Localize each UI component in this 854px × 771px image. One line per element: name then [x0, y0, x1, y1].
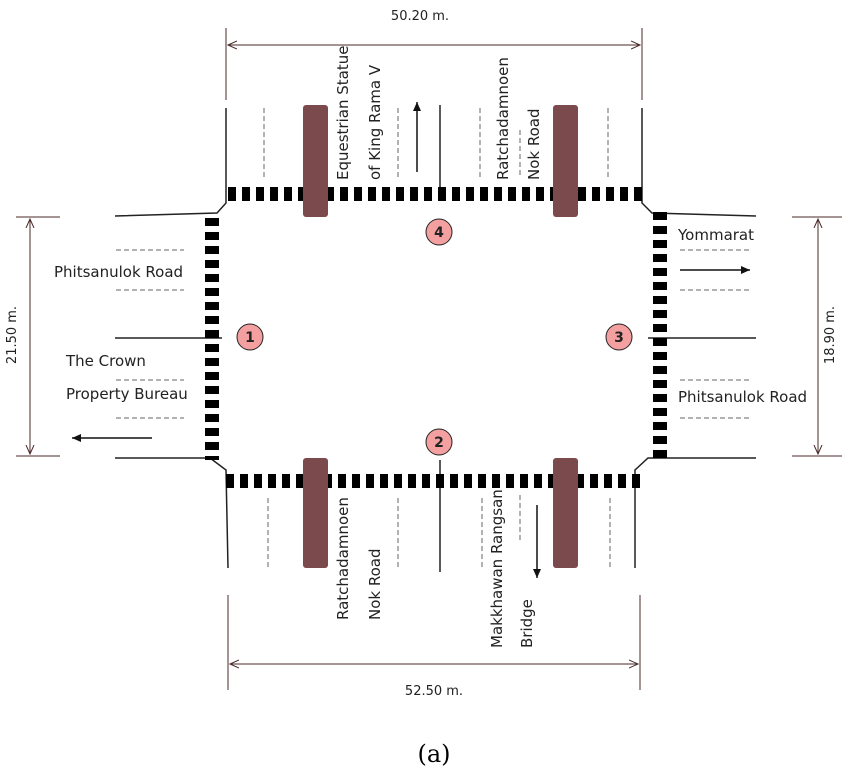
- label-ratchadamnoen-bottom-line2: Nok Road: [366, 549, 384, 621]
- marker-3-label: 3: [614, 330, 624, 346]
- figure-caption: (a): [417, 740, 450, 768]
- label-phitsanulok-west: Phitsanulok Road: [54, 263, 183, 281]
- marker-2: 2: [425, 428, 453, 456]
- island-bottom-left: [303, 458, 328, 568]
- dimension-top-label: 50.20 m.: [391, 9, 449, 24]
- label-phitsanulok-east: Phitsanulok Road: [678, 388, 807, 406]
- dimension-bottom: 52.50 m.: [227, 595, 641, 699]
- island-top-left: [303, 105, 328, 217]
- pedestrian-crossings: [205, 187, 667, 488]
- label-crown-line2: Property Bureau: [66, 385, 188, 403]
- label-ratchadamnoen-top-line2: Nok Road: [525, 109, 543, 181]
- marker-2-label: 2: [434, 435, 444, 451]
- lane-dashes: [116, 108, 750, 570]
- island-top-right: [553, 105, 578, 217]
- curbs: [114, 108, 757, 569]
- dimension-top: 50.20 m.: [225, 9, 643, 100]
- dimension-right-label: 18.90 m.: [823, 306, 838, 364]
- dimension-right: 18.90 m.: [792, 216, 842, 457]
- direction-arrows: [72, 102, 750, 578]
- marker-1: 1: [236, 323, 264, 351]
- label-equestrian-line2: of King Rama V: [366, 64, 384, 180]
- dimension-bottom-label: 52.50 m.: [405, 684, 463, 699]
- marker-3: 3: [605, 323, 633, 351]
- label-yommarat: Yommarat: [677, 226, 754, 244]
- center-lines: [115, 105, 756, 572]
- label-makkhawan-line1: Makkhawan Rangsan: [488, 489, 506, 648]
- marker-1-label: 1: [245, 330, 255, 346]
- label-ratchadamnoen-bottom-line1: Ratchadamnoen: [334, 497, 352, 620]
- island-bottom-right: [553, 458, 578, 568]
- traffic-islands: [303, 105, 578, 568]
- label-makkhawan-line2: Bridge: [518, 599, 536, 648]
- marker-4-label: 4: [434, 225, 444, 241]
- label-equestrian-line1: Equestrian Statue: [334, 46, 352, 180]
- marker-4: 4: [425, 218, 453, 246]
- label-ratchadamnoen-top-line1: Ratchadamnoen: [494, 57, 512, 180]
- label-crown-line1: The Crown: [65, 352, 146, 370]
- dimension-left-label: 21.50 m.: [5, 306, 20, 364]
- dimension-left: 21.50 m.: [5, 216, 60, 457]
